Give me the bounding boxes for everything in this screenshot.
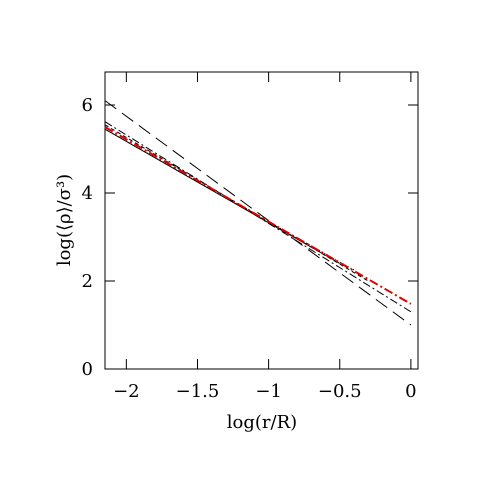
series-line [104,128,340,264]
y-axis-label: log(⟨ρ⟩/σ³) [54,174,75,266]
y-tick-label: 2 [82,271,93,292]
plot-frame [104,71,419,370]
x-axis-label: log(r/R) [227,412,297,433]
series-line [104,126,412,305]
x-tick-label: −2 [113,381,140,402]
y-tick-label: 4 [82,183,93,204]
x-tick-label: −0.5 [318,381,362,402]
series-line [104,100,412,326]
x-tick-label: 0 [405,381,416,402]
x-tick-label: −1 [255,381,282,402]
x-tick-label: −1.5 [176,381,220,402]
y-tick-label: 6 [82,95,93,116]
y-tick-label: 0 [82,359,93,380]
